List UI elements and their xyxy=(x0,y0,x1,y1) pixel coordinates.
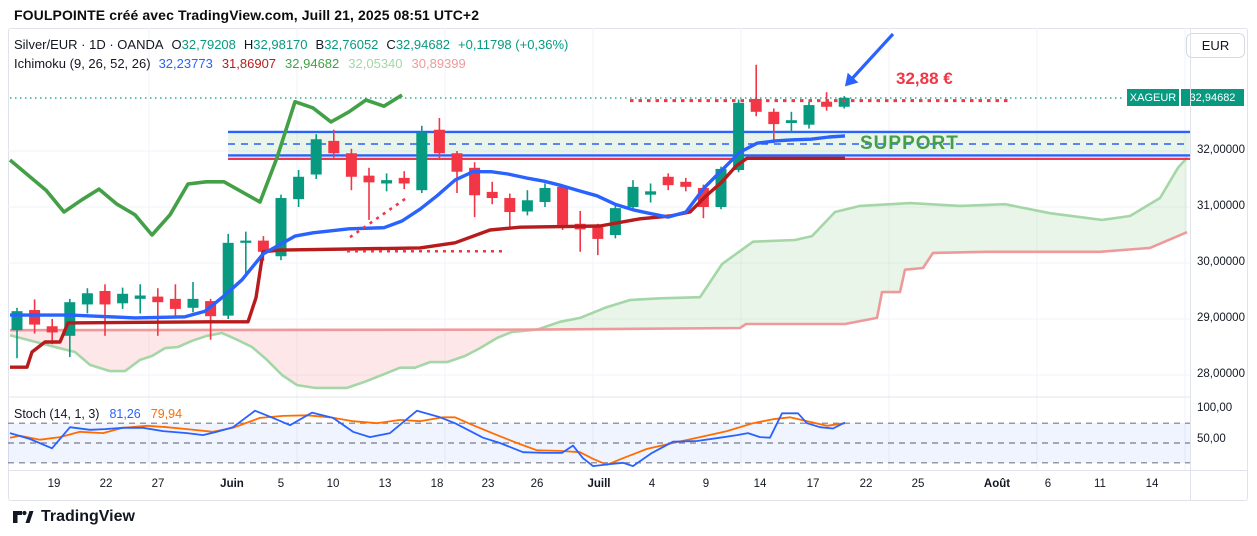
time-axis-label: 13 xyxy=(378,478,392,490)
currency-button[interactable]: EUR xyxy=(1186,33,1245,58)
time-axis-label: 9 xyxy=(702,478,710,490)
time-axis-label: 6 xyxy=(1044,478,1052,490)
axis-divider-vertical xyxy=(1190,29,1191,500)
footer-brand-text: TradingView xyxy=(41,508,135,525)
time-axis-label: Août xyxy=(983,478,1011,490)
time-axis-label: 23 xyxy=(481,478,495,490)
price-chart-canvas[interactable] xyxy=(8,28,1190,470)
resistance-price-label: 32,88 € xyxy=(896,69,953,88)
price-axis-label: 31,00000 xyxy=(1197,200,1245,212)
time-axis-label: 19 xyxy=(47,478,61,490)
price-axis-label: 32,00000 xyxy=(1197,144,1245,156)
time-axis-label: 10 xyxy=(326,478,340,490)
ohlc-item: B32,76052 xyxy=(315,37,379,52)
price-axis-label: 30,00000 xyxy=(1197,256,1245,268)
symbol-legend[interactable]: Silver/EUR · 1D · OANDA O32,79208 H32,981… xyxy=(14,37,568,52)
ohlc-item: O32,79208 xyxy=(171,37,236,52)
axis-divider-horizontal xyxy=(9,470,1247,471)
ichimoku-value: 30,89399 xyxy=(411,56,466,71)
time-axis-label: 22 xyxy=(99,478,113,490)
stoch-k-value: 81,26 xyxy=(109,407,141,421)
ichimoku-value: 31,86907 xyxy=(221,56,277,71)
time-axis-label: 27 xyxy=(151,478,165,490)
price-axis-label: 50,00 xyxy=(1197,433,1226,445)
header-title: FOULPOINTE créé avec TradingView.com, Ju… xyxy=(14,7,480,23)
stoch-legend[interactable]: Stoch (14, 1, 3) 81,26 79,94 xyxy=(14,407,182,421)
ichimoku-values: 32,23773 31,86907 32,94682 32,05340 30,89399 xyxy=(159,56,466,71)
time-axis-label: 5 xyxy=(277,478,285,490)
symbol-title[interactable]: Silver/EUR · 1D · OANDA xyxy=(14,37,164,52)
time-axis-label: 17 xyxy=(806,478,820,490)
change-value: +0,11798 (+0,36%) xyxy=(458,37,569,52)
badge-symbol: XAGEUR xyxy=(1127,89,1179,106)
footer-brand[interactable]: TradingView xyxy=(12,507,135,527)
ohlc-values: O32,79208 H32,98170 B32,76052 C32,94682 xyxy=(172,37,451,52)
ichimoku-value: 32,23773 xyxy=(158,56,213,71)
time-axis-label: Juin xyxy=(220,478,244,490)
ohlc-item: C32,94682 xyxy=(386,37,451,52)
price-axis-label: 28,00000 xyxy=(1197,368,1245,380)
time-axis-label: 26 xyxy=(530,478,544,490)
time-axis-label: Juill xyxy=(587,478,611,490)
time-axis-label: 4 xyxy=(648,478,656,490)
price-axis-label: 29,00000 xyxy=(1197,312,1245,324)
ichimoku-value: 32,05340 xyxy=(348,56,403,71)
time-axis-label: 11 xyxy=(1094,478,1106,490)
badge-price: 32,94682 xyxy=(1181,89,1244,106)
stoch-name[interactable]: Stoch (14, 1, 3) xyxy=(14,407,100,421)
time-axis-label: 18 xyxy=(430,478,444,490)
time-axis-label: 22 xyxy=(859,478,873,490)
last-price-badge: XAGEUR 32,94682 xyxy=(1127,89,1244,106)
tradingview-logo-icon xyxy=(13,510,34,523)
price-axis-label: 100,00 xyxy=(1197,402,1233,414)
ichimoku-value: 32,94682 xyxy=(285,56,340,71)
chart-frame xyxy=(8,28,1248,501)
support-label: SUPPORT xyxy=(860,133,959,154)
time-axis-label: 25 xyxy=(911,478,925,490)
ichimoku-name[interactable]: Ichimoku (9, 26, 52, 26) xyxy=(14,56,151,71)
ichimoku-legend[interactable]: Ichimoku (9, 26, 52, 26) 32,23773 31,8690… xyxy=(14,56,466,71)
stoch-d-value: 79,94 xyxy=(150,407,183,421)
ohlc-item: H32,98170 xyxy=(243,37,308,52)
time-axis-label: 14 xyxy=(1145,478,1159,490)
time-axis-label: 14 xyxy=(753,478,767,490)
